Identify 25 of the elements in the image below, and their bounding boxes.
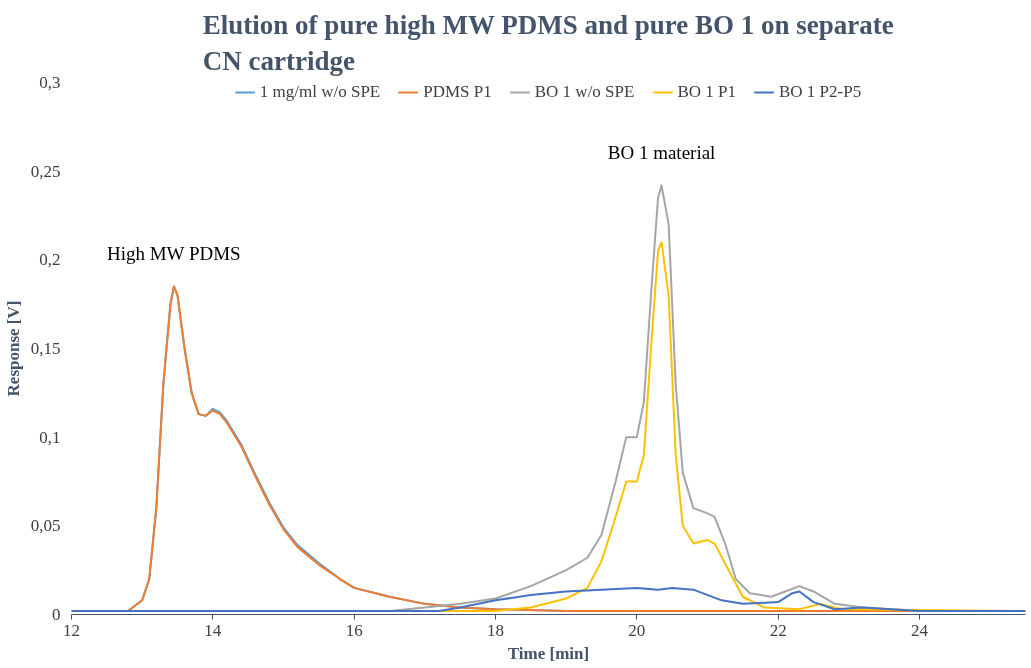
chart-title: Elution of pure high MW PDMS and pure BO 1 on separate CN cartridge <box>202 9 894 76</box>
x-tick-label: 24 <box>911 620 929 640</box>
x-tick-label: 20 <box>628 620 646 640</box>
legend-label: BO 1 P1 <box>677 82 737 102</box>
y-tick-label: 0 <box>52 605 61 624</box>
y-axis-title: Response [V] <box>3 300 23 397</box>
x-tick-label: 22 <box>769 620 787 640</box>
y-tick-label: 0,05 <box>30 516 61 536</box>
legend-label: BO 1 w/o SPE <box>534 82 635 102</box>
y-tick-label: 0,15 <box>30 339 61 358</box>
x-tick-label: 12 <box>63 620 80 640</box>
x-tick-label: 16 <box>345 620 363 640</box>
annotation: High MW PDMS <box>106 243 241 265</box>
legend-label: PDMS P1 <box>423 82 492 102</box>
legend-label: 1 mg/ml w/o SPE <box>259 82 381 102</box>
x-tick-label: 14 <box>204 620 222 640</box>
annotation: BO 1 material <box>607 142 716 164</box>
line-series <box>71 586 1026 612</box>
y-tick-label: 0,1 <box>39 427 61 447</box>
y-tick-label: 0,3 <box>39 73 61 92</box>
legend-label: BO 1 P2-P5 <box>779 82 862 102</box>
x-axis-title: Time [min] <box>507 643 590 663</box>
y-tick-label: 0,25 <box>30 161 61 181</box>
y-tick-label: 0,2 <box>39 250 61 270</box>
x-tick-label: 18 <box>487 620 504 640</box>
